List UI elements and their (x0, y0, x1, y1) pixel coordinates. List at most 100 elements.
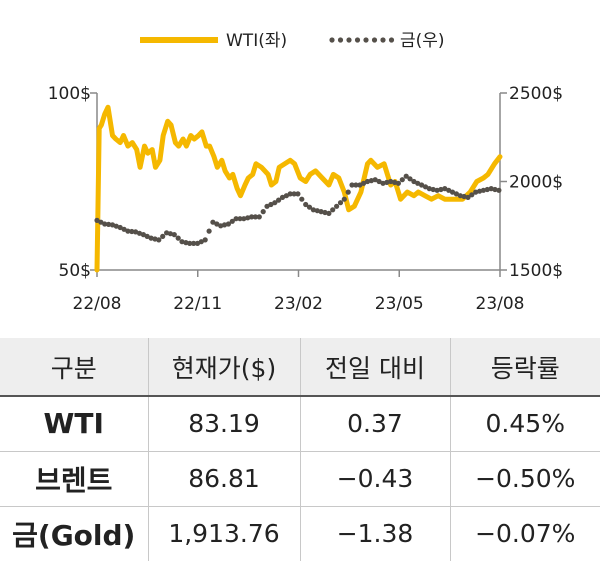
price-chart: WTI(좌) 금(우) 22/08 22/11 23/02 23/05 23/08 50$… (48, 31, 563, 314)
row-name: 금(Gold) (12, 518, 136, 552)
row-price: 86.81 (147, 451, 300, 506)
x-tick-label: 23/05 (375, 294, 424, 314)
wti-series-line (94, 104, 503, 273)
header-price: 현재가($) (147, 338, 300, 397)
legend-gold-dot (388, 37, 395, 43)
row-price: 83.19 (147, 396, 300, 451)
row-change: −0.43 (299, 451, 450, 506)
legend-gold-swatch (329, 37, 395, 43)
gold-line-dot (245, 215, 251, 221)
y-left-tick-label: 50$ (59, 261, 91, 281)
gold-line-dot (160, 233, 166, 239)
legend-gold-dot (346, 37, 352, 43)
gold-data-point (419, 182, 425, 188)
gold-line-dot (299, 196, 305, 202)
header-category: 구분 (0, 338, 148, 397)
gold-line-dot (206, 228, 212, 234)
gold-line-dot (492, 186, 498, 193)
y-right-tick-label: 1500$ (509, 261, 563, 281)
y-right-tick-label: 2000$ (509, 173, 563, 193)
gold-data-point (210, 219, 216, 225)
gold-line-dot (276, 197, 282, 203)
gold-data-point (225, 221, 231, 227)
gold-data-point (287, 191, 293, 197)
row-rate: −0.50% (449, 451, 600, 506)
gold-line-dot (330, 207, 336, 213)
gold-data-point (156, 237, 162, 243)
gold-data-point (303, 201, 309, 208)
legend-gold-dot (380, 37, 386, 43)
series-layer (94, 104, 503, 273)
gold-data-point (202, 237, 208, 243)
gold-data-point (310, 207, 316, 213)
row-change: 0.37 (299, 396, 450, 451)
gold-data-point (473, 189, 479, 195)
legend-gold-dot (371, 37, 378, 43)
gold-line-dot (453, 191, 459, 197)
gold-data-point (171, 232, 177, 238)
gold-line-dot (175, 235, 181, 241)
gold-line-dot (191, 240, 197, 246)
legend-gold-label: 금(우) (400, 31, 445, 51)
gold-data-point (102, 221, 108, 227)
gold-line-dot (361, 180, 367, 186)
gold-line-dot (322, 209, 328, 216)
legend: WTI(좌) 금(우) (140, 31, 445, 51)
x-tick-label: 22/08 (73, 294, 122, 314)
row-rate: 0.45% (449, 396, 600, 451)
gold-line-dot (221, 222, 228, 228)
gold-data-point (318, 209, 324, 215)
gold-line-dot (252, 214, 258, 220)
header-rate: 등락률 (449, 338, 600, 397)
gold-line-dot (129, 228, 135, 235)
gold-line-dot (376, 178, 382, 185)
gold-line-dot (291, 191, 297, 197)
gold-data-point (403, 173, 409, 179)
gold-line-dot (438, 186, 444, 193)
gold-line-dot (399, 177, 405, 183)
gold-line-dot (229, 218, 235, 224)
gold-line-dot (484, 186, 490, 193)
gold-data-point (233, 216, 239, 222)
gold-line-dot (415, 180, 421, 186)
gold-line-dot (407, 176, 413, 182)
gold-data-point (279, 194, 286, 200)
header-change: 전일 대비 (299, 338, 450, 397)
x-tick-label: 22/11 (173, 294, 222, 314)
gold-data-point (249, 214, 255, 220)
gold-line-dot (469, 192, 475, 198)
gold-line-dot (353, 182, 359, 188)
gold-data-point (117, 224, 123, 231)
row-price: 1,913.76 (147, 506, 300, 561)
gold-data-point (148, 235, 154, 241)
gold-data-point (272, 200, 278, 206)
legend-gold-dot (337, 37, 344, 43)
legend-gold-dot (329, 37, 335, 43)
price-table: 구분 현재가($) 전일 대비 등락률 WTI 83.19 0.37 0.45%… (0, 338, 600, 561)
x-tick-label: 23/02 (274, 294, 323, 314)
gold-line-dot (306, 204, 313, 210)
gold-data-point (349, 182, 355, 188)
legend-gold-dot (363, 37, 369, 43)
gold-data-point (388, 178, 394, 185)
gold-line-dot (144, 233, 150, 239)
gold-line-dot (237, 216, 243, 222)
gold-line-dot (214, 221, 220, 227)
gold-data-point (395, 180, 401, 186)
gold-data-point (442, 186, 448, 192)
table-row: 금(Gold) 1,913.76 −1.38 −0.07% (0, 506, 600, 561)
gold-data-point (426, 186, 432, 192)
x-tick-label: 23/08 (476, 294, 525, 314)
gold-data-point (125, 228, 131, 234)
gold-data-point (241, 216, 247, 222)
gold-data-point (187, 240, 193, 246)
gold-data-point (264, 203, 270, 209)
gold-data-point (449, 189, 456, 195)
gold-line-dot (345, 189, 351, 195)
gold-line-dot (136, 230, 143, 236)
gold-data-point (465, 194, 471, 200)
gold-data-point (372, 177, 378, 183)
gold-data-point (341, 196, 347, 202)
gold-data-point (480, 187, 486, 193)
gold-data-point (326, 210, 332, 216)
